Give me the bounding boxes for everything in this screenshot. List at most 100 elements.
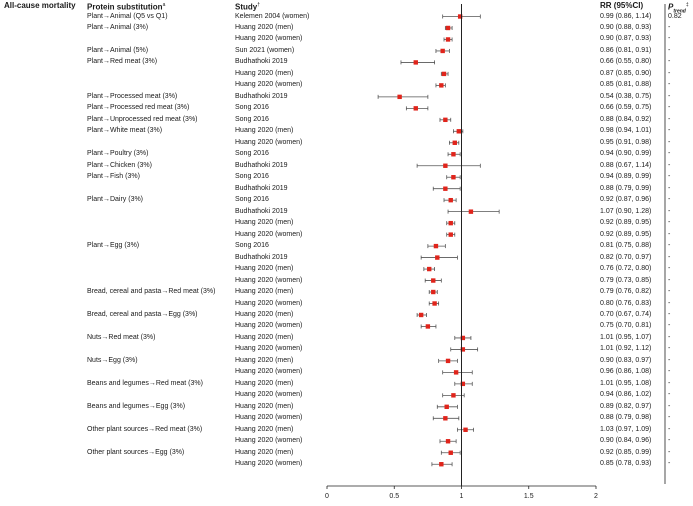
point-estimate — [431, 278, 436, 283]
point-estimate — [433, 243, 439, 249]
row-study-label: Huang 2020 (men) — [235, 288, 294, 296]
point-estimate — [456, 129, 462, 134]
row-p-trend-text: - — [668, 150, 671, 158]
row-p-trend-text: - — [668, 104, 671, 112]
row-p-trend-text: - — [668, 230, 671, 238]
point-estimate — [432, 301, 437, 306]
row-substitution-label: Other plant sources→Red meat (3%) — [87, 425, 203, 433]
row-rr-ci-text: 0.88 (0.67, 1.14) — [600, 161, 652, 169]
point-estimate — [397, 94, 402, 100]
point-estimate — [439, 462, 444, 467]
row-study-label: Huang 2020 (men) — [235, 425, 294, 433]
row-study-label: Huang 2020 (women) — [235, 345, 303, 353]
row-rr-ci-text: 0.98 (0.94, 1.01) — [600, 127, 652, 135]
row-p-trend-text: 0.82 — [668, 12, 682, 20]
row-p-trend-text: - — [668, 115, 671, 123]
point-estimate — [443, 163, 448, 168]
row-p-trend-text: - — [668, 448, 671, 456]
row-p-trend-text: - — [668, 265, 671, 273]
row-rr-ci-text: 0.66 (0.55, 0.80) — [600, 58, 652, 66]
row-study-label: Huang 2020 (men) — [235, 265, 294, 273]
row-p-trend-text: - — [668, 402, 671, 410]
row-study-label: Huang 2020 (women) — [235, 437, 303, 445]
row-rr-ci-text: 0.87 (0.85, 0.90) — [600, 69, 652, 77]
row-study-label: Budhathoki 2019 — [235, 184, 288, 192]
row-rr-ci-text: 0.85 (0.81, 0.88) — [600, 81, 652, 89]
point-estimate — [443, 416, 448, 421]
point-estimate — [448, 232, 453, 237]
point-estimate — [448, 450, 453, 455]
row-rr-ci-text: 0.90 (0.88, 0.93) — [600, 23, 652, 31]
row-substitution-label: Plant→Fish (3%) — [87, 173, 140, 181]
row-study-label: Budhathoki 2019 — [235, 161, 288, 169]
point-estimate — [435, 255, 440, 260]
row-study-label: Song 2016 — [235, 196, 269, 204]
row-study-label: Huang 2020 (men) — [235, 310, 294, 318]
row-substitution-label: Plant→Animal (5%) — [87, 46, 149, 54]
point-estimate — [439, 83, 444, 88]
row-study-label: Huang 2020 (men) — [235, 69, 294, 77]
point-estimate — [431, 289, 436, 295]
point-estimate — [444, 404, 449, 410]
row-rr-ci-text: 0.89 (0.82, 0.97) — [600, 402, 652, 410]
row-p-trend-text: - — [668, 69, 671, 77]
row-rr-ci-text: 0.79 (0.76, 0.82) — [600, 288, 652, 296]
row-substitution-label: Plant→Red meat (3%) — [87, 58, 158, 66]
row-substitution-label: Plant→Unprocessed red meat (3%) — [87, 115, 198, 123]
point-estimate — [460, 335, 466, 341]
row-p-trend-text: - — [668, 138, 671, 146]
header-p-trend: Ptrend‡ — [668, 2, 689, 15]
row-rr-ci-text: 0.95 (0.91, 0.98) — [600, 138, 652, 146]
point-estimate — [451, 393, 456, 398]
point-estimate — [445, 37, 451, 42]
row-substitution-label: Plant→Processed red meat (3%) — [87, 104, 190, 112]
row-p-trend-text: - — [668, 207, 671, 215]
row-substitution-label: Beans and legumes→Egg (3%) — [87, 402, 186, 410]
point-estimate — [445, 358, 451, 364]
row-study-label: Budhathoki 2019 — [235, 253, 288, 261]
row-study-label: Huang 2020 (men) — [235, 448, 294, 456]
row-p-trend-text: - — [668, 288, 671, 296]
row-study-label: Huang 2020 (women) — [235, 299, 303, 307]
point-estimate — [425, 324, 431, 329]
row-rr-ci-text: 0.86 (0.81, 0.91) — [600, 46, 652, 54]
row-p-trend-text: - — [668, 414, 671, 422]
row-study-label: Huang 2020 (men) — [235, 333, 294, 341]
row-study-label: Song 2016 — [235, 150, 269, 158]
row-rr-ci-text: 0.79 (0.73, 0.85) — [600, 276, 652, 284]
row-rr-ci-text: 0.85 (0.78, 0.93) — [600, 460, 652, 468]
point-estimate — [457, 14, 463, 19]
row-rr-ci-text: 0.92 (0.89, 0.95) — [600, 219, 652, 227]
row-p-trend-text: - — [668, 437, 671, 445]
row-study-label: Huang 2020 (men) — [235, 402, 294, 410]
row-study-label: Budhathoki 2019 — [235, 207, 288, 215]
row-p-trend-text: - — [668, 460, 671, 468]
x-tick-label: 1.5 — [524, 493, 534, 500]
point-estimate — [418, 312, 424, 318]
row-p-trend-text: - — [668, 196, 671, 204]
row-study-label: Huang 2020 (women) — [235, 460, 303, 468]
row-study-label: Huang 2020 (men) — [235, 379, 294, 387]
row-rr-ci-text: 0.70 (0.67, 0.74) — [600, 310, 652, 318]
row-study-label: Huang 2020 (women) — [235, 81, 303, 89]
row-study-label: Kelemen 2004 (women) — [235, 12, 310, 20]
row-p-trend-text: - — [668, 161, 671, 169]
row-p-trend-text: - — [668, 345, 671, 353]
row-substitution-label: Plant→Processed meat (3%) — [87, 92, 178, 100]
row-study-label: Sun 2021 (women) — [235, 46, 295, 54]
row-rr-ci-text: 0.80 (0.76, 0.83) — [600, 299, 652, 307]
row-study-label: Song 2016 — [235, 242, 269, 250]
row-study-label: Huang 2020 (women) — [235, 368, 303, 376]
row-study-label: Huang 2020 (women) — [235, 230, 303, 238]
point-estimate — [453, 370, 459, 375]
row-substitution-label: Plant→Chicken (3%) — [87, 161, 152, 169]
point-estimate — [427, 266, 432, 272]
row-rr-ci-text: 0.88 (0.84, 0.92) — [600, 115, 652, 123]
row-substitution-label: Plant→Egg (3%) — [87, 242, 140, 250]
point-estimate — [463, 427, 468, 432]
point-estimate — [448, 197, 453, 203]
row-study-label: Song 2016 — [235, 173, 269, 181]
header-protein-substitution: Protein substitutiona — [87, 2, 166, 12]
row-p-trend-text: - — [668, 184, 671, 192]
row-rr-ci-text: 0.94 (0.89, 0.99) — [600, 173, 652, 181]
